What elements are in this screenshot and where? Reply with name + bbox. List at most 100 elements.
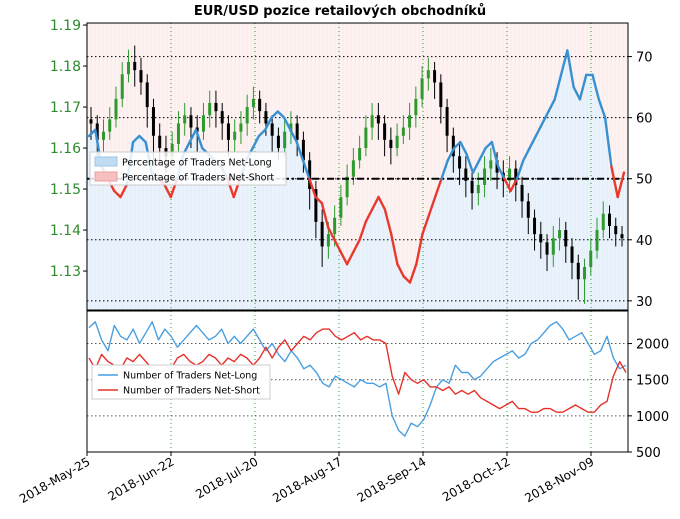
percent-net-long-segment [389,232,399,266]
percent-net-long-segment [578,73,588,101]
candle-body [233,131,237,140]
percent-net-long-segment [408,263,418,284]
candle-body [564,230,568,247]
net-short-fill [331,23,338,310]
net-long-fill [551,99,559,310]
net-long-fill [268,117,275,311]
candle-body [245,107,249,124]
candle-body [226,123,230,140]
candle-body [126,61,130,75]
right-axis-tick-label: 50 [636,173,653,188]
percent-net-long-segment [452,140,462,150]
net-long-fill [324,227,332,310]
net-long-fill [494,166,502,310]
candle-body [464,168,468,181]
percent-net-long-segment [415,232,424,266]
candle-body [258,98,262,112]
candle-body [489,160,493,169]
net-long-fill [444,160,452,310]
left-axis-tick-label: 1.17 [50,100,81,116]
legend-label: Number of Traders Net-Long [123,371,257,382]
percent-net-long-segment [282,116,292,132]
candle-body [620,234,624,239]
percent-net-long-segment [264,116,273,132]
bottom-right-axis-tick-label: 2000 [636,338,669,353]
percent-net-long-segment [440,159,449,180]
net-short-fill [387,23,395,310]
candle-body [133,61,137,71]
net-long-fill [186,142,194,310]
net-long-fill [92,129,99,310]
net-long-fill [501,178,508,310]
candle-body [120,74,124,99]
net-long-fill [589,74,596,310]
net-long-fill [545,111,552,310]
candle-body [158,135,162,149]
candle-body [589,250,593,267]
net-long-fill [564,50,571,310]
net-short-fill [438,23,445,310]
net-long-fill [136,135,143,310]
candle-body [414,98,418,116]
percent-net-long-segment [320,201,330,229]
right-axis-tick-label: 60 [636,112,653,127]
net-short-fill [375,23,382,310]
net-short-fill [501,23,508,310]
percent-net-long-segment [352,238,361,254]
percent-net-long-segment [515,159,525,180]
candle-body [551,238,555,255]
candle-body [545,242,549,255]
net-short-fill [400,23,408,310]
percent-net-long-segment [257,128,267,138]
net-long-fill [331,239,338,310]
candle-body [283,131,287,149]
net-long-fill [431,197,439,310]
net-long-fill [595,99,603,310]
candle-body [108,119,112,132]
percent-net-long-segment [465,153,475,174]
candle-body [239,123,243,132]
percent-net-long-segment [383,208,393,235]
legend-label: Number of Traders Net-Short [123,386,260,397]
candle-body [601,213,605,231]
percent-net-long-segment [87,128,97,138]
candle-body [433,70,437,83]
percent-net-long-segment [131,134,141,144]
net-long-fill [406,282,414,310]
net-long-fill [243,160,250,310]
net-long-fill [255,135,263,310]
candle-body [264,111,268,124]
percent-net-long-segment [333,238,342,254]
percent-net-long-segment [446,146,456,162]
net-long-fill [570,87,578,310]
net-long-fill [117,197,124,310]
net-long-fill [375,197,382,310]
percent-net-long-segment [459,140,468,156]
percent-net-long-segment [377,195,387,211]
candle-body [320,221,324,247]
net-long-fill [356,239,364,310]
left-axis-tick-label: 1.14 [50,223,81,239]
candle-body [526,201,530,218]
percent-net-long-segment [496,165,506,180]
candle-body [508,168,512,181]
net-long-fill [192,129,200,310]
percent-net-long-segment [610,165,619,199]
net-long-fill [488,142,496,310]
percent-net-long-segment [534,122,544,138]
percent-net-long-segment [566,49,575,89]
net-long-fill [211,160,219,310]
net-long-fill [123,184,131,310]
percent-net-long-segment [522,146,531,162]
candle-body [220,111,224,124]
candle-body [364,127,368,149]
left-axis-tick-label: 1.16 [50,141,81,157]
candle-body [570,246,574,263]
candle-body [358,148,362,161]
percent-net-long-segment [276,110,286,119]
candle-body [595,230,599,251]
candle-body [345,176,349,198]
bottom-legend-box [91,364,271,400]
net-long-fill [199,148,206,310]
percent-net-long-segment [163,183,173,199]
